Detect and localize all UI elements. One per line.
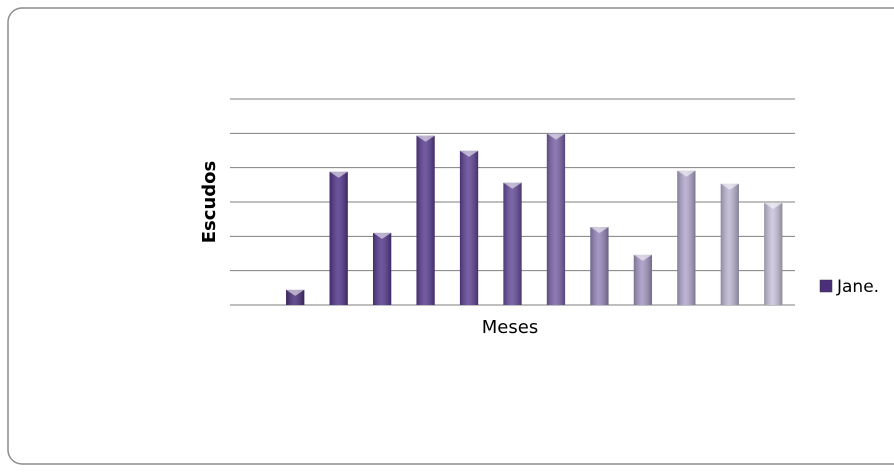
- bar-cap: [459, 150, 479, 157]
- bar-shine: [633, 254, 653, 305]
- bar-cap: [372, 232, 392, 239]
- bar-shine: [416, 135, 435, 305]
- bar-cap: [720, 183, 739, 190]
- legend-label: Jane.: [836, 277, 879, 297]
- bar-shine: [329, 171, 348, 305]
- bar-shine: [286, 289, 305, 305]
- y-axis-title: Escudos: [199, 161, 220, 243]
- x-axis-title: Meses: [482, 317, 538, 338]
- bar-shine: [764, 203, 783, 305]
- legend-swatch: [819, 279, 833, 293]
- bar-cap: [677, 170, 696, 177]
- bar-cap: [546, 133, 566, 140]
- bar-cap: [416, 135, 435, 142]
- bar-cap: [503, 182, 522, 189]
- bar-shine: [720, 183, 739, 305]
- bar-shine: [459, 150, 479, 305]
- bar-shine: [677, 170, 696, 305]
- bar-cap: [286, 289, 305, 296]
- bar-cap: [764, 203, 783, 210]
- bar-shine: [503, 182, 522, 305]
- bar-shine: [590, 227, 609, 305]
- bar-shine: [546, 133, 566, 305]
- bar-shine: [372, 232, 392, 305]
- bar-cap: [590, 227, 609, 234]
- bar-cap: [329, 171, 348, 178]
- bar-cap: [633, 254, 653, 261]
